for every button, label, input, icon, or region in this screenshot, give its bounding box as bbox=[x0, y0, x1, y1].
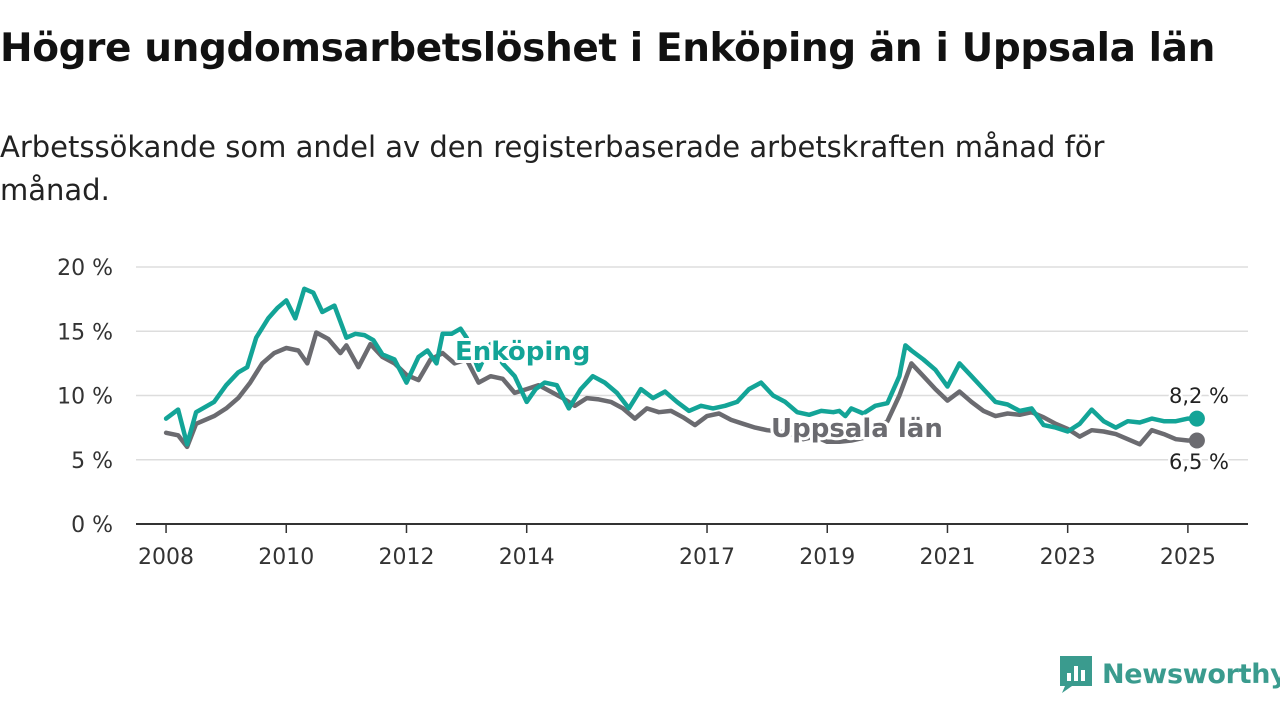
chart-subtitle: Arbetssökande som andel av den registerb… bbox=[0, 130, 1105, 207]
end-label-uppsala: 6,5 % bbox=[1169, 450, 1229, 474]
brand-name: Newsworthy bbox=[1102, 658, 1280, 690]
x-tick-label: 2008 bbox=[138, 545, 194, 570]
y-tick-label: 5 % bbox=[71, 449, 113, 474]
series-lines bbox=[163, 286, 1205, 450]
x-tick-label: 2019 bbox=[799, 545, 855, 570]
newsworthy-logo-icon bbox=[1060, 656, 1092, 693]
x-axis-ticks: 2008 2010 2012 2014 2017 2019 2021 2023 2025 bbox=[136, 523, 1248, 570]
gridlines bbox=[136, 266, 1248, 461]
x-tick-label: 2017 bbox=[679, 545, 735, 570]
series-line-uppsala bbox=[163, 330, 1200, 450]
y-tick-label: 10 % bbox=[57, 385, 113, 410]
x-tick-label: 2014 bbox=[499, 545, 555, 570]
newsworthy-brand: Newsworthy bbox=[1058, 654, 1280, 694]
line-chart: 0 %5 %10 %15 %20 % 2008 2010 2012 2014 2017 2… bbox=[57, 256, 1248, 570]
x-tick-label: 2025 bbox=[1160, 545, 1216, 570]
end-point-uppsala bbox=[1188, 432, 1205, 449]
y-tick-label: 0 % bbox=[71, 513, 113, 538]
chart-title: Högre ungdomsarbetslöshet i Enköping än … bbox=[0, 26, 1215, 71]
series-label-uppsala: Uppsala län bbox=[771, 414, 943, 444]
series-line-enkoping bbox=[163, 286, 1200, 447]
x-tick-label: 2023 bbox=[1040, 545, 1096, 570]
y-tick-label: 20 % bbox=[57, 256, 113, 281]
series-label-enkoping: Enköping bbox=[455, 337, 590, 367]
x-tick-label: 2010 bbox=[258, 545, 314, 570]
y-tick-label: 15 % bbox=[57, 320, 113, 345]
end-point-enkoping bbox=[1188, 410, 1205, 427]
x-tick-label: 2012 bbox=[378, 545, 434, 570]
x-tick-label: 2021 bbox=[919, 545, 975, 570]
y-axis-ticks: 0 % 5 % 10 % 15 % 20 % bbox=[57, 256, 113, 538]
end-label-enkoping: 8,2 % bbox=[1169, 384, 1229, 408]
series-labels: Enköping Uppsala län 8,2 % 6,5 % bbox=[452, 334, 1232, 477]
